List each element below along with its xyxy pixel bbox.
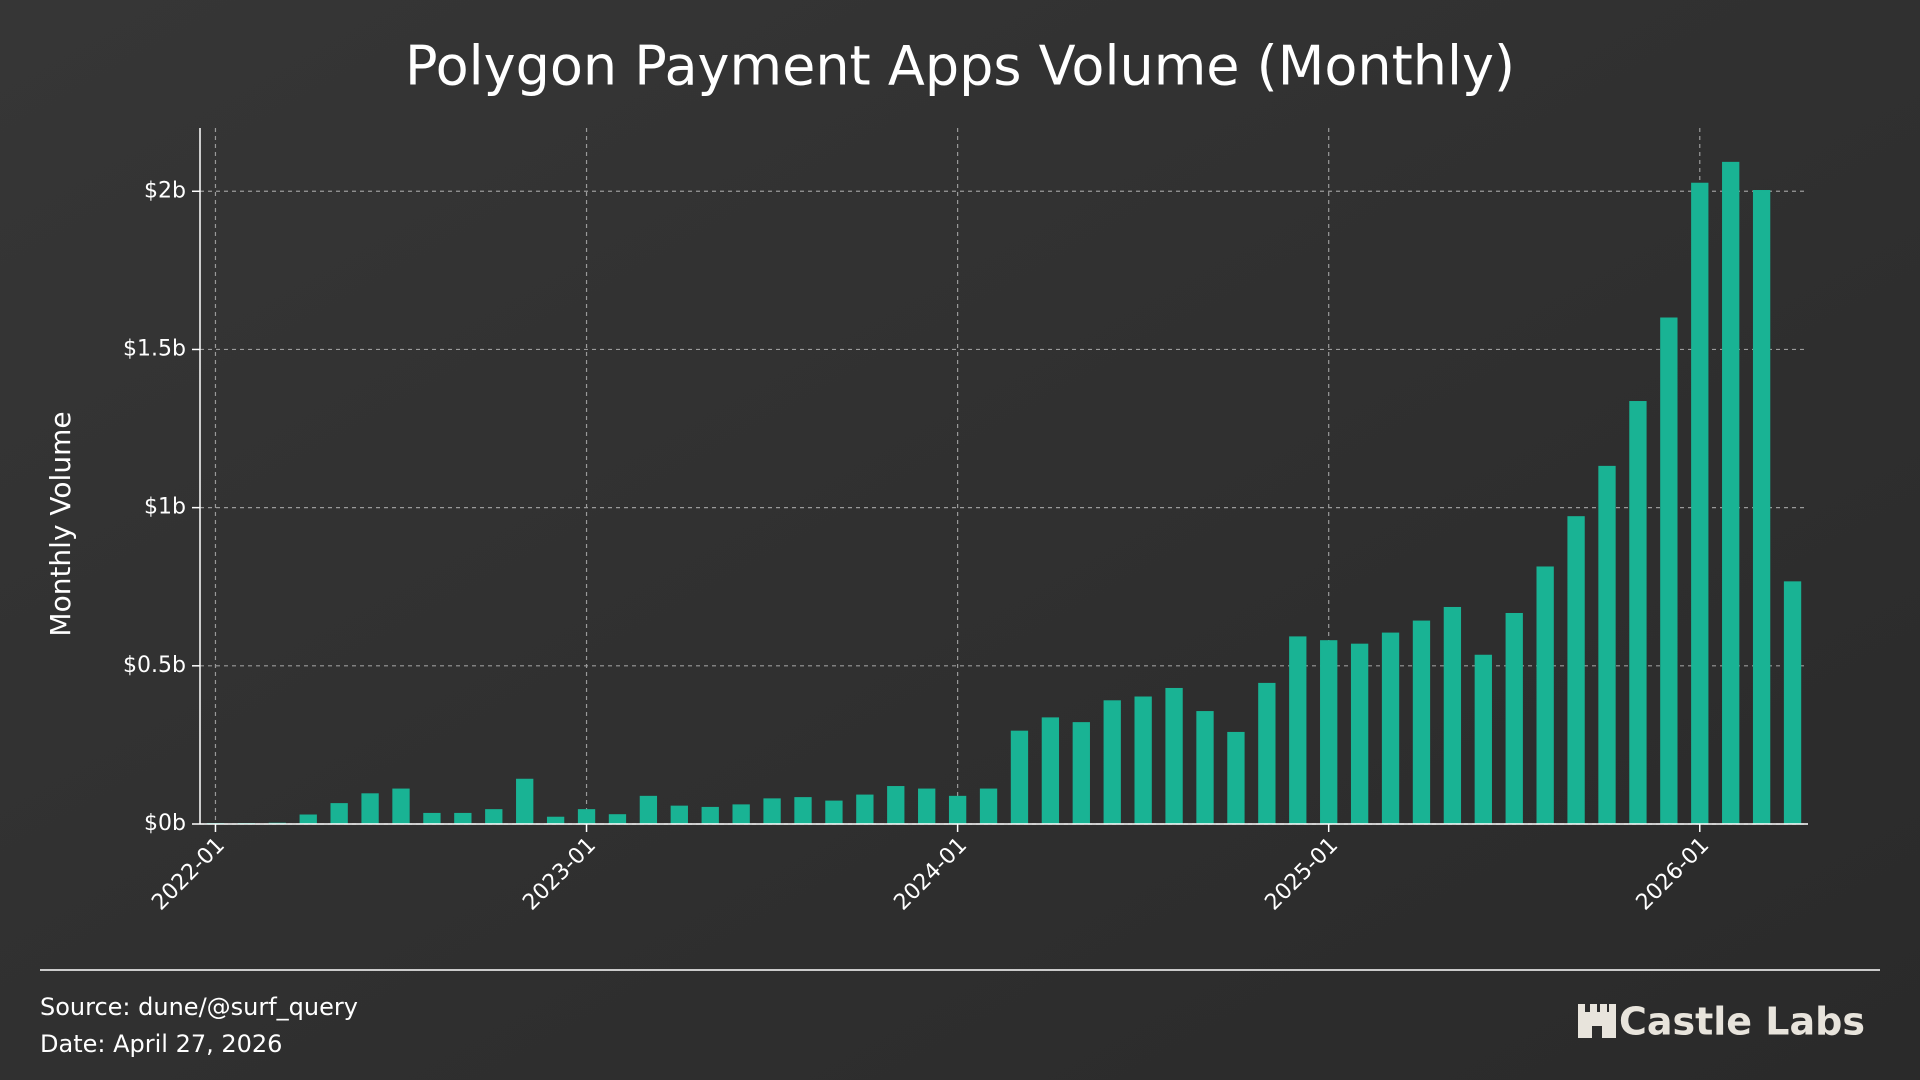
bar bbox=[330, 803, 348, 824]
bar bbox=[1165, 687, 1183, 824]
bar bbox=[1072, 722, 1090, 824]
bar bbox=[794, 797, 812, 824]
brand-name: Castle Labs bbox=[1619, 1000, 1865, 1044]
bar bbox=[1320, 640, 1338, 824]
bar bbox=[577, 809, 596, 824]
bar bbox=[639, 795, 658, 824]
date-text: Date: April 27, 2026 bbox=[40, 1030, 282, 1058]
bar bbox=[1536, 566, 1554, 824]
bar bbox=[1474, 654, 1492, 824]
bar bbox=[1783, 581, 1802, 824]
bar bbox=[1629, 401, 1647, 824]
bar bbox=[1381, 632, 1400, 824]
bar bbox=[732, 804, 750, 824]
y-tick-label: $1b bbox=[144, 495, 186, 520]
y-axis-label: Monthly Volume bbox=[44, 411, 77, 636]
source-text: Source: dune/@surf_query bbox=[40, 993, 358, 1021]
bar bbox=[918, 788, 936, 824]
bar bbox=[1505, 612, 1523, 824]
bar bbox=[1103, 700, 1121, 824]
bar bbox=[1258, 682, 1276, 824]
bar bbox=[516, 778, 534, 824]
chart-title: Polygon Payment Apps Volume (Monthly) bbox=[405, 35, 1515, 98]
bar bbox=[948, 795, 967, 824]
bar bbox=[979, 788, 998, 824]
y-tick-label: $0b bbox=[144, 811, 186, 836]
y-tick-label: $0.5b bbox=[123, 653, 186, 678]
bar bbox=[608, 814, 627, 824]
bar bbox=[1041, 717, 1060, 824]
bar bbox=[546, 816, 565, 824]
bar bbox=[1289, 636, 1307, 824]
bar bbox=[1443, 606, 1462, 824]
bar bbox=[1722, 161, 1740, 825]
bar bbox=[361, 793, 379, 824]
brand-logo-icon bbox=[1578, 1004, 1616, 1038]
bar bbox=[1134, 696, 1152, 824]
bar bbox=[1350, 643, 1369, 824]
bar bbox=[392, 788, 410, 824]
bar bbox=[887, 786, 905, 824]
bar bbox=[1598, 465, 1616, 824]
bar bbox=[1752, 190, 1771, 825]
bar bbox=[670, 805, 688, 824]
bar bbox=[423, 812, 441, 824]
bar bbox=[1196, 711, 1214, 824]
bar bbox=[701, 806, 719, 824]
y-tick-label: $2b bbox=[144, 178, 186, 203]
bar bbox=[1660, 317, 1678, 824]
bar bbox=[1412, 620, 1431, 824]
bar bbox=[763, 798, 781, 824]
y-tick-label: $1.5b bbox=[123, 336, 186, 361]
bar bbox=[856, 794, 874, 824]
bar bbox=[825, 800, 843, 824]
bar bbox=[1691, 182, 1709, 825]
bar bbox=[1010, 730, 1029, 824]
bar bbox=[454, 812, 472, 824]
bar bbox=[299, 814, 317, 824]
bar bbox=[1567, 516, 1585, 824]
bar bbox=[485, 809, 503, 824]
bar bbox=[1227, 731, 1245, 824]
